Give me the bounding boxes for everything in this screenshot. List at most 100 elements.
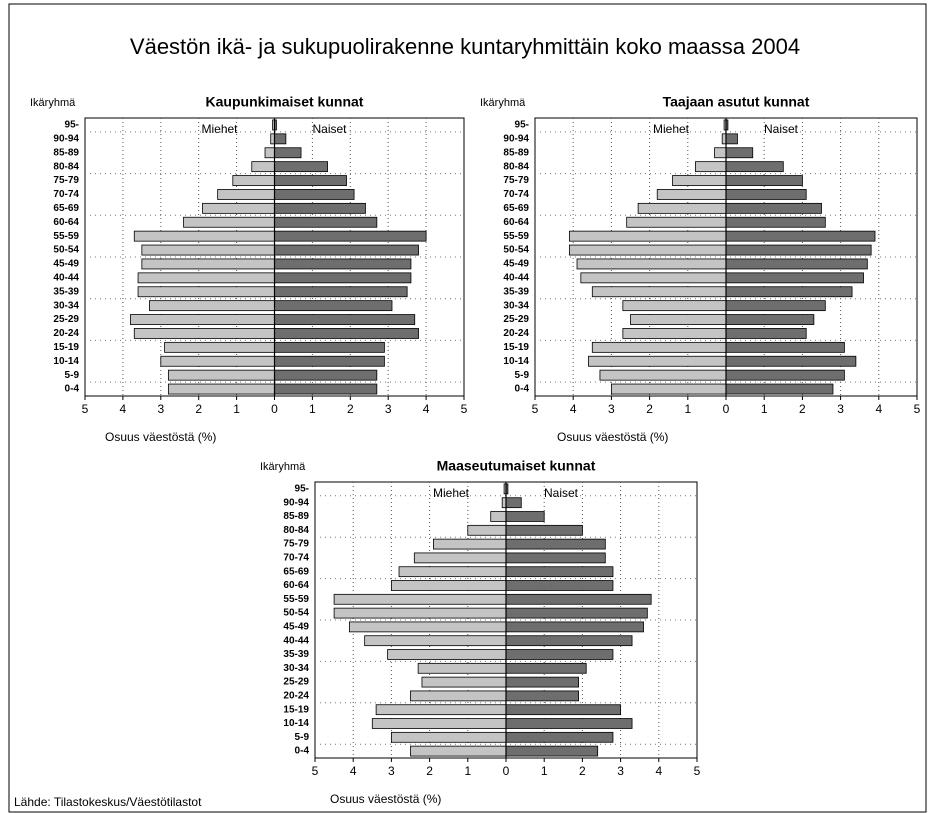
bar <box>274 189 355 200</box>
y-tick-label: 95- <box>65 120 79 131</box>
bar <box>505 745 599 757</box>
frame <box>8 3 927 813</box>
y-tick-label: 60-64 <box>283 580 309 591</box>
x-tick-label: 2 <box>347 402 354 416</box>
y-tick-label: 0-4 <box>295 746 310 757</box>
bar <box>421 676 507 688</box>
bar <box>137 272 275 284</box>
y-tick-label: 65-69 <box>503 203 529 214</box>
bar <box>490 511 507 522</box>
x-tick-label: 3 <box>617 764 624 778</box>
bar <box>672 175 727 186</box>
bar <box>622 300 727 312</box>
bar <box>725 133 738 145</box>
x-tick-label: 3 <box>837 402 844 416</box>
y-tick-label: 50-54 <box>53 245 79 256</box>
bar <box>183 216 275 228</box>
chart-title: Taajaan asutut kunnat <box>663 94 810 110</box>
y-tick-label: 80-84 <box>283 525 309 536</box>
series-label: Miehet <box>201 122 238 136</box>
bar <box>133 230 275 242</box>
series-label: Naiset <box>544 486 579 500</box>
bar <box>505 621 644 633</box>
x-tick-label: 0 <box>503 764 510 778</box>
y-tick-label: 75-79 <box>53 175 79 186</box>
bar <box>274 244 419 256</box>
x-tick-label: 0 <box>723 402 730 416</box>
bar <box>274 133 287 145</box>
bar <box>202 202 275 214</box>
x-tick-label: 1 <box>761 402 768 416</box>
bar <box>274 355 385 367</box>
y-tick-label: 10-14 <box>53 356 79 367</box>
y-tick-label: 30-34 <box>503 300 529 311</box>
y-tick-label: 45-49 <box>53 259 79 270</box>
y-axis-title: Ikäryhmä <box>480 97 526 109</box>
x-tick-label: 3 <box>388 764 395 778</box>
bar <box>505 511 545 522</box>
x-tick-label: 2 <box>646 402 653 416</box>
y-tick-label: 30-34 <box>283 663 309 674</box>
bar <box>364 635 507 647</box>
x-tick-label: 4 <box>875 402 882 416</box>
bar <box>264 147 275 159</box>
series-label: Miehet <box>653 122 690 136</box>
series-label: Miehet <box>433 486 470 500</box>
bar <box>167 383 275 395</box>
y-tick-label: 70-74 <box>503 189 529 200</box>
bar <box>505 524 583 536</box>
y-tick-label: 15-19 <box>503 342 529 353</box>
y-tick-label: 50-54 <box>283 608 309 619</box>
bar <box>725 189 807 200</box>
bar <box>141 258 275 270</box>
y-tick-label: 40-44 <box>283 635 309 646</box>
bar <box>505 635 633 647</box>
bar <box>725 300 826 312</box>
bar <box>725 175 803 186</box>
bar <box>725 341 845 353</box>
bar <box>725 216 826 228</box>
chart-title: Maaseutumaiset kunnat <box>437 458 596 474</box>
y-tick-label: 75-79 <box>283 539 309 550</box>
x-tick-label: 0 <box>271 402 278 416</box>
bar <box>725 369 845 381</box>
bar <box>505 580 614 591</box>
bar <box>410 745 507 757</box>
y-tick-label: 65-69 <box>53 203 79 214</box>
x-tick-label: 2 <box>799 402 806 416</box>
y-tick-label: 60-64 <box>503 217 529 228</box>
y-tick-label: 80-84 <box>503 161 529 172</box>
y-tick-label: 45-49 <box>283 622 309 633</box>
x-tick-label: 1 <box>309 402 316 416</box>
y-tick-label: 90-94 <box>503 133 529 144</box>
y-tick-label: 40-44 <box>53 272 79 283</box>
bar <box>611 383 727 395</box>
y-tick-label: 85-89 <box>503 147 529 158</box>
bar <box>410 690 507 702</box>
bar <box>274 175 347 186</box>
y-tick-label: 45-49 <box>503 259 529 270</box>
bar <box>725 258 868 270</box>
bar <box>274 369 378 381</box>
x-tick-label: 5 <box>694 764 701 778</box>
bar <box>725 244 872 256</box>
y-tick-label: 65-69 <box>283 566 309 577</box>
bar <box>274 383 378 395</box>
y-tick-label: 5-9 <box>65 370 80 381</box>
bar <box>568 230 727 242</box>
y-tick-label: 25-29 <box>283 677 309 688</box>
y-tick-label: 30-34 <box>53 300 79 311</box>
y-tick-label: 90-94 <box>283 497 309 508</box>
bar <box>714 147 727 159</box>
bar <box>274 258 412 270</box>
y-tick-label: 20-24 <box>53 328 79 339</box>
bar <box>725 272 864 284</box>
y-tick-label: 80-84 <box>53 161 79 172</box>
y-tick-label: 50-54 <box>503 245 529 256</box>
bar <box>568 244 727 256</box>
y-tick-label: 55-59 <box>283 594 309 605</box>
y-tick-label: 70-74 <box>283 553 309 564</box>
y-tick-label: 85-89 <box>53 147 79 158</box>
bar <box>505 538 606 550</box>
